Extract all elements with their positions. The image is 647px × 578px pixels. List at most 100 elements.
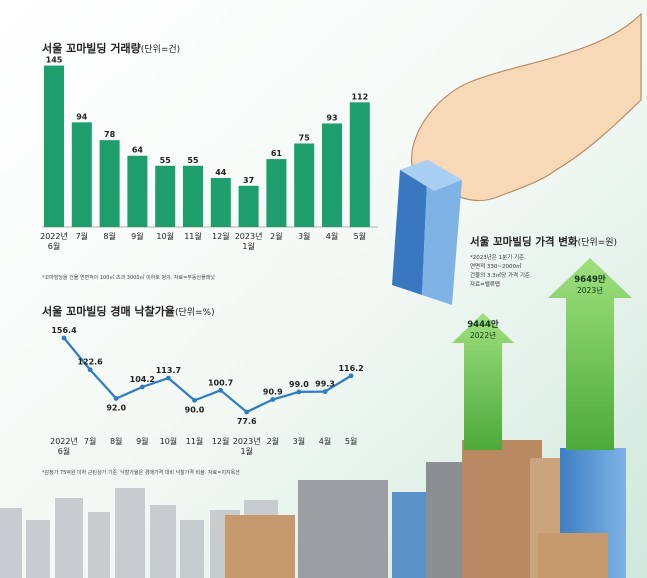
bar-value-label: 37 [243,176,254,185]
bar [99,140,120,227]
price-note: *2023년은 1분기 기준. [470,253,526,261]
x-tick-label: 2022년 6월 [50,436,78,456]
x-tick-label: 12월 [212,436,230,446]
price-chart-title-row: 서울 꼬마빌딩 가격 변화(단위=원) [470,235,617,248]
bar-chart-title: 서울 꼬마빌딩 거래량 [42,41,141,55]
line-value-label: 92.0 [106,403,126,412]
x-tick-label: 3월 [293,436,305,446]
x-tick-label: 10월 [160,436,178,446]
x-tick-label: 5월 [354,231,366,241]
bar-chart-title-row: 서울 꼬마빌딩 거래량(단위=건) [42,41,180,55]
x-tick-label: 2월 [270,231,282,241]
line-chart-footnote: *감정가 75억원 이하 근린상가 기준. 낙찰가율은 경매가격 대비 낙찰가격… [42,469,240,476]
bar-value-label: 64 [132,146,144,155]
price-chart-notes: *2023년은 1분기 기준. 연면적 330~2000㎡ 건물의 3.3㎡당 … [470,253,532,288]
bar-value-label: 94 [76,112,88,121]
line-value-label: 99.0 [289,380,309,389]
x-tick-label: 9월 [136,436,148,446]
line-chart-unit: (단위=%) [175,307,215,318]
bar-value-label: 112 [351,92,368,101]
line-point [192,397,197,403]
price-chart-title: 서울 꼬마빌딩 가격 변화 [470,235,578,248]
x-tick-label: 2022년 6월 [40,231,68,251]
x-tick-label: 11월 [186,436,204,446]
line-value-label: 104.2 [130,375,155,384]
x-tick-label: 2023년 1월 [235,231,263,251]
x-tick-label: 10월 [156,231,174,241]
x-tick-label: 12월 [212,231,230,241]
bar [238,185,259,227]
price-arrow-2023 [548,258,632,450]
line-point [61,335,67,341]
x-tick-label: 7월 [84,436,96,446]
bar-chart: 145 2022년 6월 94 7월 78 8월 64 9월 55 10월 55 11월 44 12월 37 2… [40,56,370,251]
tower-illustration [392,160,462,305]
x-tick-label: 2월 [267,436,279,446]
x-tick-label: 8월 [110,436,122,446]
line-point [244,409,250,415]
bar [294,143,315,227]
bar-value-label: 44 [215,168,227,177]
bar-value-label: 61 [271,149,283,158]
price-value-label: 9444만 [467,319,499,330]
line-value-label: 99.3 [315,380,335,389]
x-tick-label: 9월 [131,231,143,241]
x-tick-label: 3월 [298,231,310,241]
line-chart-title: 서울 꼬마빌딩 경매 낙찰가율 [42,304,175,318]
price-note: 건물의 3.3㎡당 가격 기준. [470,271,532,279]
line-chart: 156.4 2022년 6월 122.6 7월 92.0 8월 104.2 9월 113.7 10월… [50,326,364,456]
line-value-label: 122.6 [77,358,103,367]
bar [71,122,92,227]
line-point [296,389,302,395]
bar [349,102,370,227]
x-tick-label: 2023년 1월 [233,436,261,456]
line-value-label: 156.4 [51,326,77,335]
bar [210,178,231,227]
bar [127,155,148,227]
bar-value-label: 55 [160,156,172,165]
line-value-label: 100.7 [208,378,233,387]
price-note: 연면적 330~2000㎡ [470,262,522,270]
bar [183,165,203,227]
x-tick-label: 5월 [345,436,357,446]
line-value-label: 77.6 [237,417,257,426]
line-point [113,396,119,401]
skyline-buildings [225,440,626,578]
bar-value-label: 145 [46,56,63,65]
price-value-label: 9649만 [574,274,606,285]
bar-value-label: 75 [299,134,311,143]
price-chart-unit: (단위=원) [578,237,617,248]
x-tick-label: 4월 [319,436,331,446]
line-point [139,384,145,390]
line-point [218,387,224,393]
price-year-label: 2023년 [577,285,603,295]
bar-chart-footnote: *꼬마빌딩을 건물 연면적이 100㎡ 초과 3000㎡ 이하로 정의. 자료=… [42,274,215,281]
bar-chart-unit: (단위=건) [141,44,180,55]
bar [44,65,64,227]
line-point [348,373,354,379]
bar [266,159,287,227]
price-note: 자료=밸류맵 [470,280,500,288]
line-point [322,389,328,395]
bar [155,165,176,227]
x-tick-label: 7월 [76,231,88,241]
bar [322,123,342,227]
line-value-label: 90.9 [263,388,283,397]
line-point [166,375,171,381]
line-chart-title-row: 서울 꼬마빌딩 경매 낙찰가율(단위=%) [42,304,215,318]
line-value-label: 116.2 [338,364,363,373]
line-series [63,337,352,414]
line-value-label: 90.0 [185,405,205,414]
bar-value-label: 78 [104,130,116,139]
x-tick-label: 11월 [184,231,202,241]
price-year-label: 2022년 [470,330,496,340]
line-value-label: 113.7 [156,366,181,375]
bar-value-label: 93 [326,113,337,122]
x-tick-label: 8월 [103,231,115,241]
line-point [270,397,276,402]
bar-value-label: 55 [187,156,199,165]
line-point [87,367,93,373]
